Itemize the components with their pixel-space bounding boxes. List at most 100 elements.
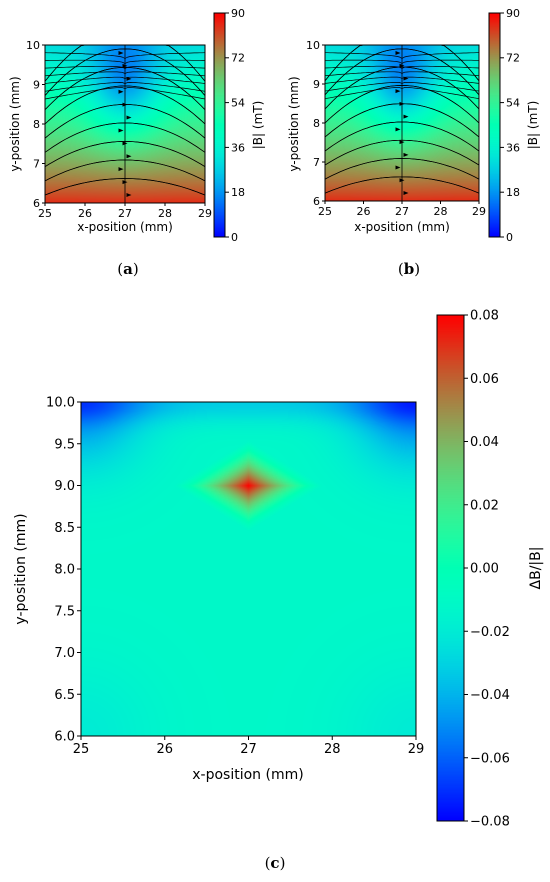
panel-c-colorbar — [437, 315, 464, 821]
panel-b-streamline — [401, 52, 479, 59]
panel-a-y-label: y-position (mm) — [8, 76, 22, 171]
panel-c-colorbar-tick-label: 0.00 — [470, 562, 499, 577]
panel-b-streamline — [325, 59, 403, 64]
panel-a-stream-arrow — [126, 76, 132, 81]
panel-c-heatmap — [81, 402, 416, 736]
panel-a-stream-arrow — [126, 193, 132, 197]
panel-c-colorbar-tick-label: 0.04 — [470, 435, 499, 450]
panel-c-x-tick-label: 26 — [156, 742, 173, 757]
panel-b-x-tick-label: 28 — [434, 205, 448, 218]
panel-c-y-tick-label: 8.0 — [54, 563, 75, 578]
panel-a-y-ticks: 6 7 8 9 10 — [26, 39, 45, 210]
panel-c-colorbar-ticks: −0.08 −0.06 −0.04 −0.02 0.00 0.02 0.04 0.06 0.08 — [464, 309, 510, 830]
panel-a: 25 26 27 28 29 6 7 8 9 10 x-position (mm) y-posi… — [8, 7, 265, 244]
panel-a-colorbar-tick-label: 36 — [231, 141, 245, 154]
panel-c-x-tick-label: 25 — [73, 742, 90, 757]
panel-c-y-tick-label: 10.0 — [46, 396, 75, 411]
panel-a-stream-arrow — [118, 89, 124, 94]
panel-b-colorbar-label: |B| (mT) — [526, 101, 540, 150]
panel-a-stream-arrow — [118, 128, 124, 133]
panel-a-streamline — [124, 82, 206, 92]
panel-a-colorbar-tick-label: 0 — [231, 231, 238, 244]
panel-a-x-tick-label: 26 — [78, 207, 92, 220]
panel-c-x-label: x-position (mm) — [192, 767, 303, 783]
panel-a-colorbar — [214, 13, 225, 237]
panel-c-colorbar-tick-label: 0.06 — [470, 372, 499, 387]
panel-b-y-label: y-position (mm) — [287, 76, 301, 171]
panel-a-streamline — [44, 71, 126, 77]
panel-b-y-tick-label: 7 — [313, 156, 320, 169]
panel-b-x-label: x-position (mm) — [354, 220, 450, 234]
panel-b-streamline — [324, 81, 403, 92]
panel-b-y-tick-label: 9 — [313, 78, 320, 91]
panel-c-y-tick-label: 7.5 — [54, 604, 75, 619]
panel-b-colorbar-tick-label: 36 — [506, 141, 520, 154]
panel-a-streamline — [124, 71, 206, 77]
panel-a-colorbar-ticks: 0 18 36 54 72 90 — [225, 7, 245, 244]
panel-c-y-tick-label: 8.5 — [54, 521, 75, 536]
panel-b-streamline — [324, 76, 403, 84]
panel-c-y-tick-label: 9.0 — [54, 479, 75, 494]
panel-b: 25 26 27 28 29 6 7 8 9 10 x-position (mm) y-posi… — [287, 7, 540, 244]
panel-b-stream-arrow — [403, 76, 409, 81]
panel-a-streamline — [45, 59, 126, 64]
panel-b-streamline — [401, 65, 480, 69]
caption-c: (c) — [264, 854, 286, 872]
panel-b-colorbar-tick-label: 90 — [506, 7, 520, 20]
panel-c-x-tick-label: 27 — [240, 742, 257, 757]
panel-a-stream-arrow — [126, 115, 132, 120]
panel-b-streamline — [401, 71, 480, 77]
panel-b-streamlines — [324, 44, 480, 201]
panel-a-streamline — [44, 76, 126, 84]
panel-b-colorbar-tick-label: 18 — [506, 186, 520, 199]
panel-b-x-tick-label: 27 — [395, 205, 409, 218]
panel-c-y-tick-label: 9.5 — [54, 437, 75, 452]
panel-a-streamline — [44, 82, 126, 92]
panel-b-streamline — [401, 81, 480, 92]
panel-c-colorbar-tick-label: 0.08 — [470, 309, 499, 324]
panel-b-colorbar-tick-label: 54 — [506, 96, 520, 109]
panel-c-colorbar-tick-label: −0.02 — [470, 625, 510, 640]
panel-b-streamline — [401, 76, 480, 84]
panel-a-streamline — [44, 87, 126, 100]
panel-a-streamline — [124, 59, 205, 64]
panel-c-y-label: y-position (mm) — [13, 513, 29, 624]
panel-a-y-tick-label: 7 — [33, 157, 40, 170]
panel-c-colorbar-tick-label: −0.04 — [470, 688, 510, 703]
panel-a-y-tick-label: 6 — [33, 197, 40, 210]
panel-c-colorbar-tick-label: −0.06 — [470, 751, 510, 766]
panel-a-streamline — [124, 65, 206, 69]
panel-a-stream-arrow — [126, 154, 132, 159]
panel-b-streamline — [401, 87, 480, 100]
panel-c: 25 26 27 28 29 6.06.57.07.58.08.59.09.510.0 … — [13, 309, 544, 830]
panel-a-x-ticks: 25 26 27 28 29 — [38, 203, 212, 220]
panel-a-y-tick-label: 8 — [33, 118, 40, 131]
panel-b-colorbar-tick-label: 0 — [506, 231, 513, 244]
panel-b-streamline — [324, 71, 403, 77]
panel-b-stream-arrow — [403, 114, 409, 119]
panel-a-stream-arrow — [122, 63, 128, 68]
panel-c-y-tick-label: 6.5 — [54, 688, 75, 703]
panel-a-streamline — [44, 52, 126, 59]
panel-a-x-tick-label: 25 — [38, 207, 52, 220]
panel-c-colorbar-tick-label: −0.08 — [470, 815, 510, 830]
panel-a-colorbar-label: |B| (mT) — [251, 101, 265, 150]
panel-a-streamline — [124, 52, 206, 59]
panel-a-x-tick-label: 27 — [118, 207, 132, 220]
panel-a-stream-arrow — [122, 102, 128, 107]
panel-b-x-tick-label: 29 — [472, 205, 486, 218]
panel-a-streamline — [124, 76, 206, 84]
panel-c-x-tick-label: 28 — [324, 742, 341, 757]
panel-b-stream-arrow — [403, 152, 409, 157]
panel-b-y-ticks: 6 7 8 9 10 — [306, 39, 325, 208]
panel-a-streamline — [124, 87, 206, 100]
panel-a-stream-arrow — [118, 51, 124, 55]
panel-a-colorbar-tick-label: 18 — [231, 186, 245, 199]
panel-b-y-tick-label: 6 — [313, 195, 320, 208]
panel-b-stream-arrow — [403, 191, 409, 195]
panel-b-streamline — [401, 59, 479, 64]
panel-b-x-tick-label: 25 — [318, 205, 332, 218]
panel-b-stream-arrow — [399, 63, 405, 68]
panel-b-stream-arrow — [395, 127, 401, 132]
